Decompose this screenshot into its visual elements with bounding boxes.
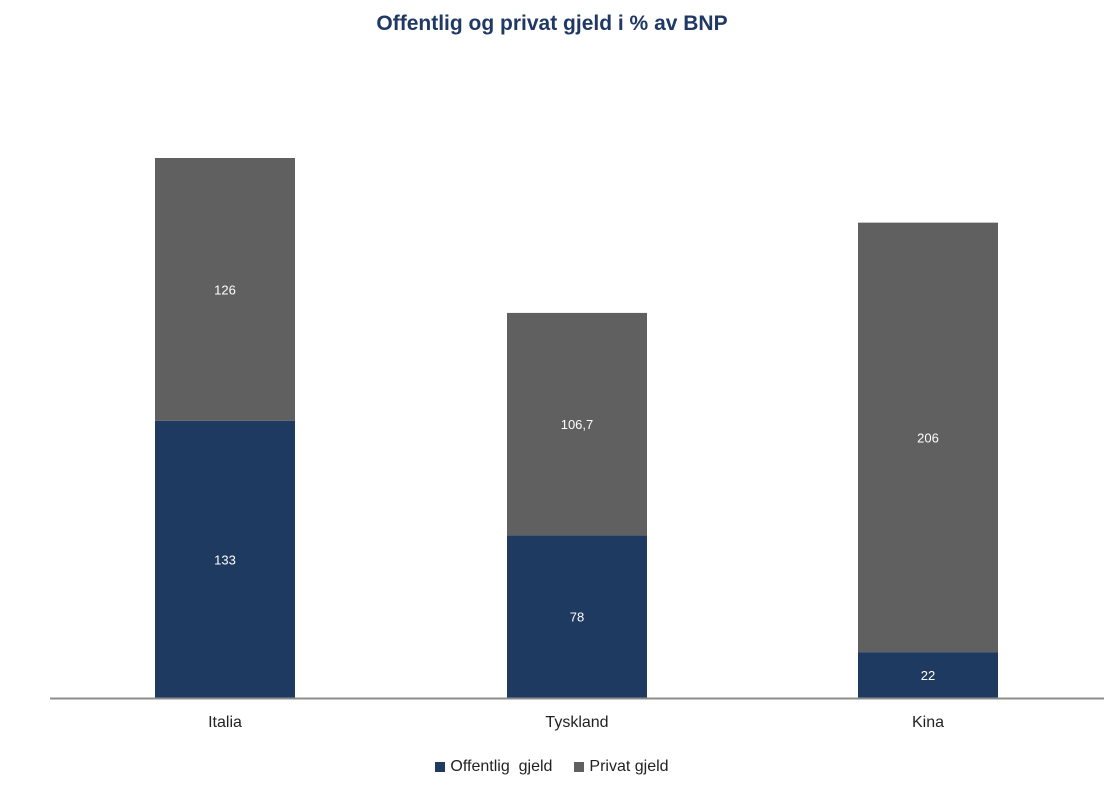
data-label-kina-series-0: 22 xyxy=(921,668,935,683)
bar-kina-series-0 xyxy=(858,652,998,698)
bar-kina-series-1 xyxy=(858,222,998,653)
legend: Offentlig gjeld Privat gjeld xyxy=(0,758,1104,776)
bar-italia-series-1 xyxy=(155,158,295,421)
bar-tyskland-series-1 xyxy=(507,312,647,536)
legend-item-offentlig: Offentlig gjeld xyxy=(435,758,552,776)
legend-swatch-privat xyxy=(574,762,585,772)
chart-title: Offentlig og privat gjeld i % av BNP xyxy=(376,12,728,35)
bar-tyskland-series-0 xyxy=(507,535,647,698)
bar-italia-series-0 xyxy=(155,420,295,698)
data-label-tyskland-series-1: 106,7 xyxy=(561,417,594,432)
x-tick-label-kina: Kina xyxy=(912,714,944,731)
x-tick-label-tyskland: Tyskland xyxy=(545,714,608,731)
data-label-kina-series-1: 206 xyxy=(917,430,939,445)
legend-swatch-offentlig xyxy=(435,762,446,772)
data-label-tyskland-series-0: 78 xyxy=(570,610,584,625)
legend-label-privat: Privat gjeld xyxy=(589,758,669,775)
legend-item-privat: Privat gjeld xyxy=(574,758,669,776)
x-tick-label-italia: Italia xyxy=(208,714,242,731)
data-label-italia-series-1: 126 xyxy=(214,282,236,297)
legend-label-offentlig: Offentlig gjeld xyxy=(450,758,553,775)
data-label-italia-series-0: 133 xyxy=(214,552,236,567)
